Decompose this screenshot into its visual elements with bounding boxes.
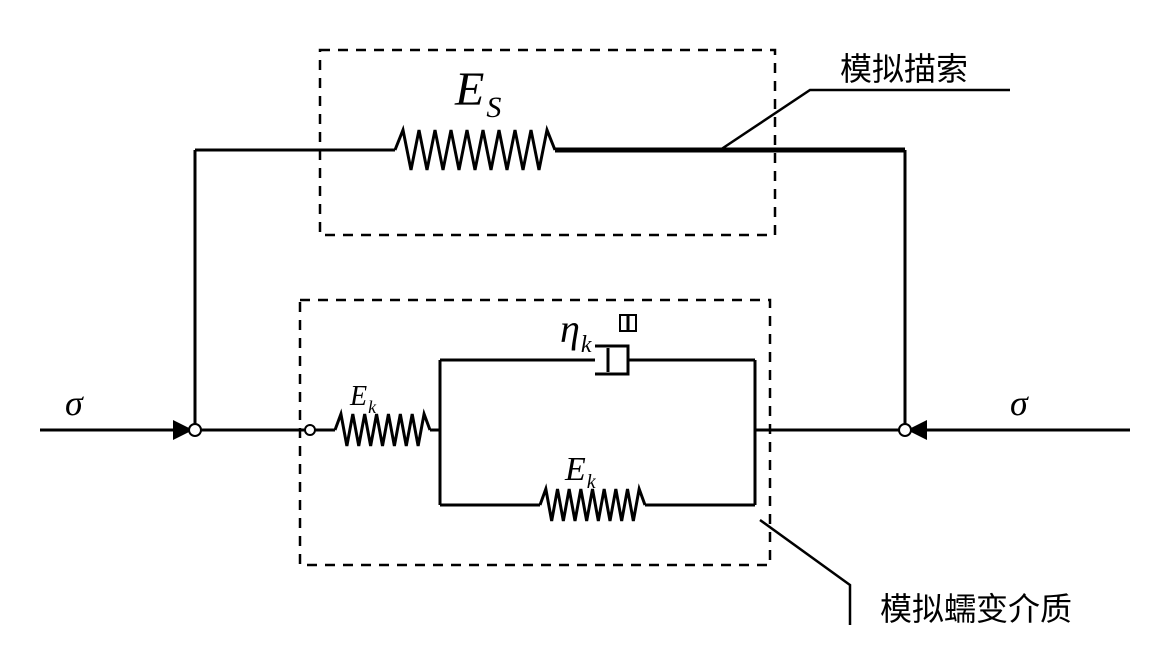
dashed-box-bottom <box>300 300 770 565</box>
annotation-top: 模拟描索 <box>840 51 968 87</box>
dashed-box-top <box>320 50 775 235</box>
label-ES: ES <box>454 63 501 124</box>
left-node <box>189 424 201 436</box>
label-Ek-series: Ek <box>349 381 377 417</box>
sigma-right-label: σ <box>1010 383 1029 423</box>
label-eta-k: ηk <box>560 306 592 358</box>
right-node <box>899 424 911 436</box>
annotation-bottom: 模拟蠕变介质 <box>880 591 1072 627</box>
label-Ek-parallel: Ek <box>564 451 597 493</box>
sigma-left-label: σ <box>65 383 84 423</box>
